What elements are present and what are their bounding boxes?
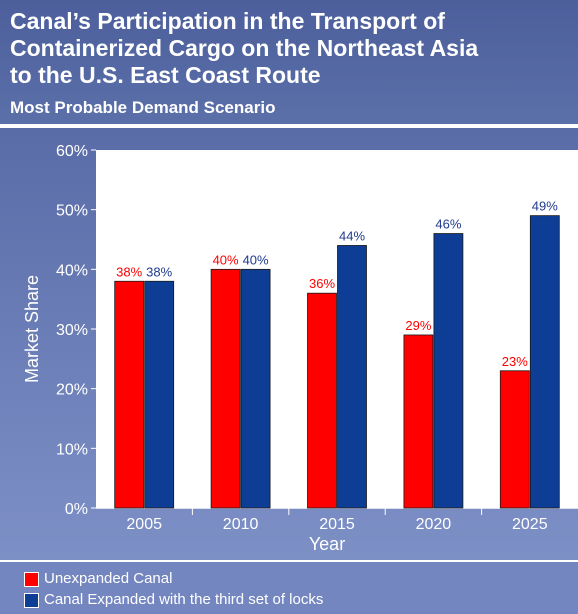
chart-title-line-2: Containerized Cargo on the Northeast Asi… [10,35,479,61]
bar-expanded [240,268,271,509]
data-label-expanded: 38% [146,264,172,279]
bar-expanded [337,245,367,509]
bar-unexpanded [210,268,241,509]
data-label-expanded: 46% [435,217,461,232]
bar-unexpanded [114,280,145,509]
x-tick-label: 2025 [512,516,548,533]
legend-swatch-expanded [24,593,39,608]
bar-expanded [529,215,560,509]
chart-subtitle: Most Probable Demand Scenario [10,98,276,117]
y-tick-label: 0% [65,501,88,518]
y-tick-label: 30% [56,322,88,339]
x-tick-label: 2015 [319,516,355,533]
y-tick-label: 10% [56,441,88,458]
bar-unexpanded [403,334,434,509]
y-tick-label: 60% [56,143,88,160]
data-label-unexpanded: 29% [405,318,431,333]
y-tick-label: 40% [56,262,88,279]
y-axis-title: Market Share [22,275,42,383]
chart-title-line-3: to the U.S. East Coast Route [10,62,321,88]
data-label-unexpanded: 40% [213,252,239,267]
y-tick-label: 50% [56,203,88,220]
bar-unexpanded [307,292,337,509]
data-label-unexpanded: 23% [502,354,528,369]
legend-swatch-unexpanded [24,572,39,587]
data-label-unexpanded: 38% [116,264,142,279]
chart-title-line-1: Canal’s Participation in the Transport o… [10,8,445,34]
x-axis-title: Year [309,534,345,554]
x-tick-label: 2010 [223,516,259,533]
bar-expanded [144,280,175,509]
legend: Unexpanded Canal Canal Expanded with the… [0,560,578,614]
x-tick-label: 2005 [126,516,162,533]
data-label-expanded: 49% [532,199,558,214]
y-tick-label: 20% [56,382,88,399]
bar-unexpanded [499,370,530,509]
data-label-expanded: 40% [243,252,269,267]
data-label-unexpanded: 36% [309,276,335,291]
plot-area [96,150,578,508]
title-block: Canal’s Participation in the Transport o… [0,0,578,124]
title-divider [0,124,578,128]
bar-expanded [433,233,464,509]
data-label-expanded: 44% [339,228,365,243]
legend-label-unexpanded: Unexpanded Canal [44,570,173,587]
x-tick-label: 2020 [416,516,452,533]
legend-label-expanded: Canal Expanded with the third set of loc… [44,591,324,608]
